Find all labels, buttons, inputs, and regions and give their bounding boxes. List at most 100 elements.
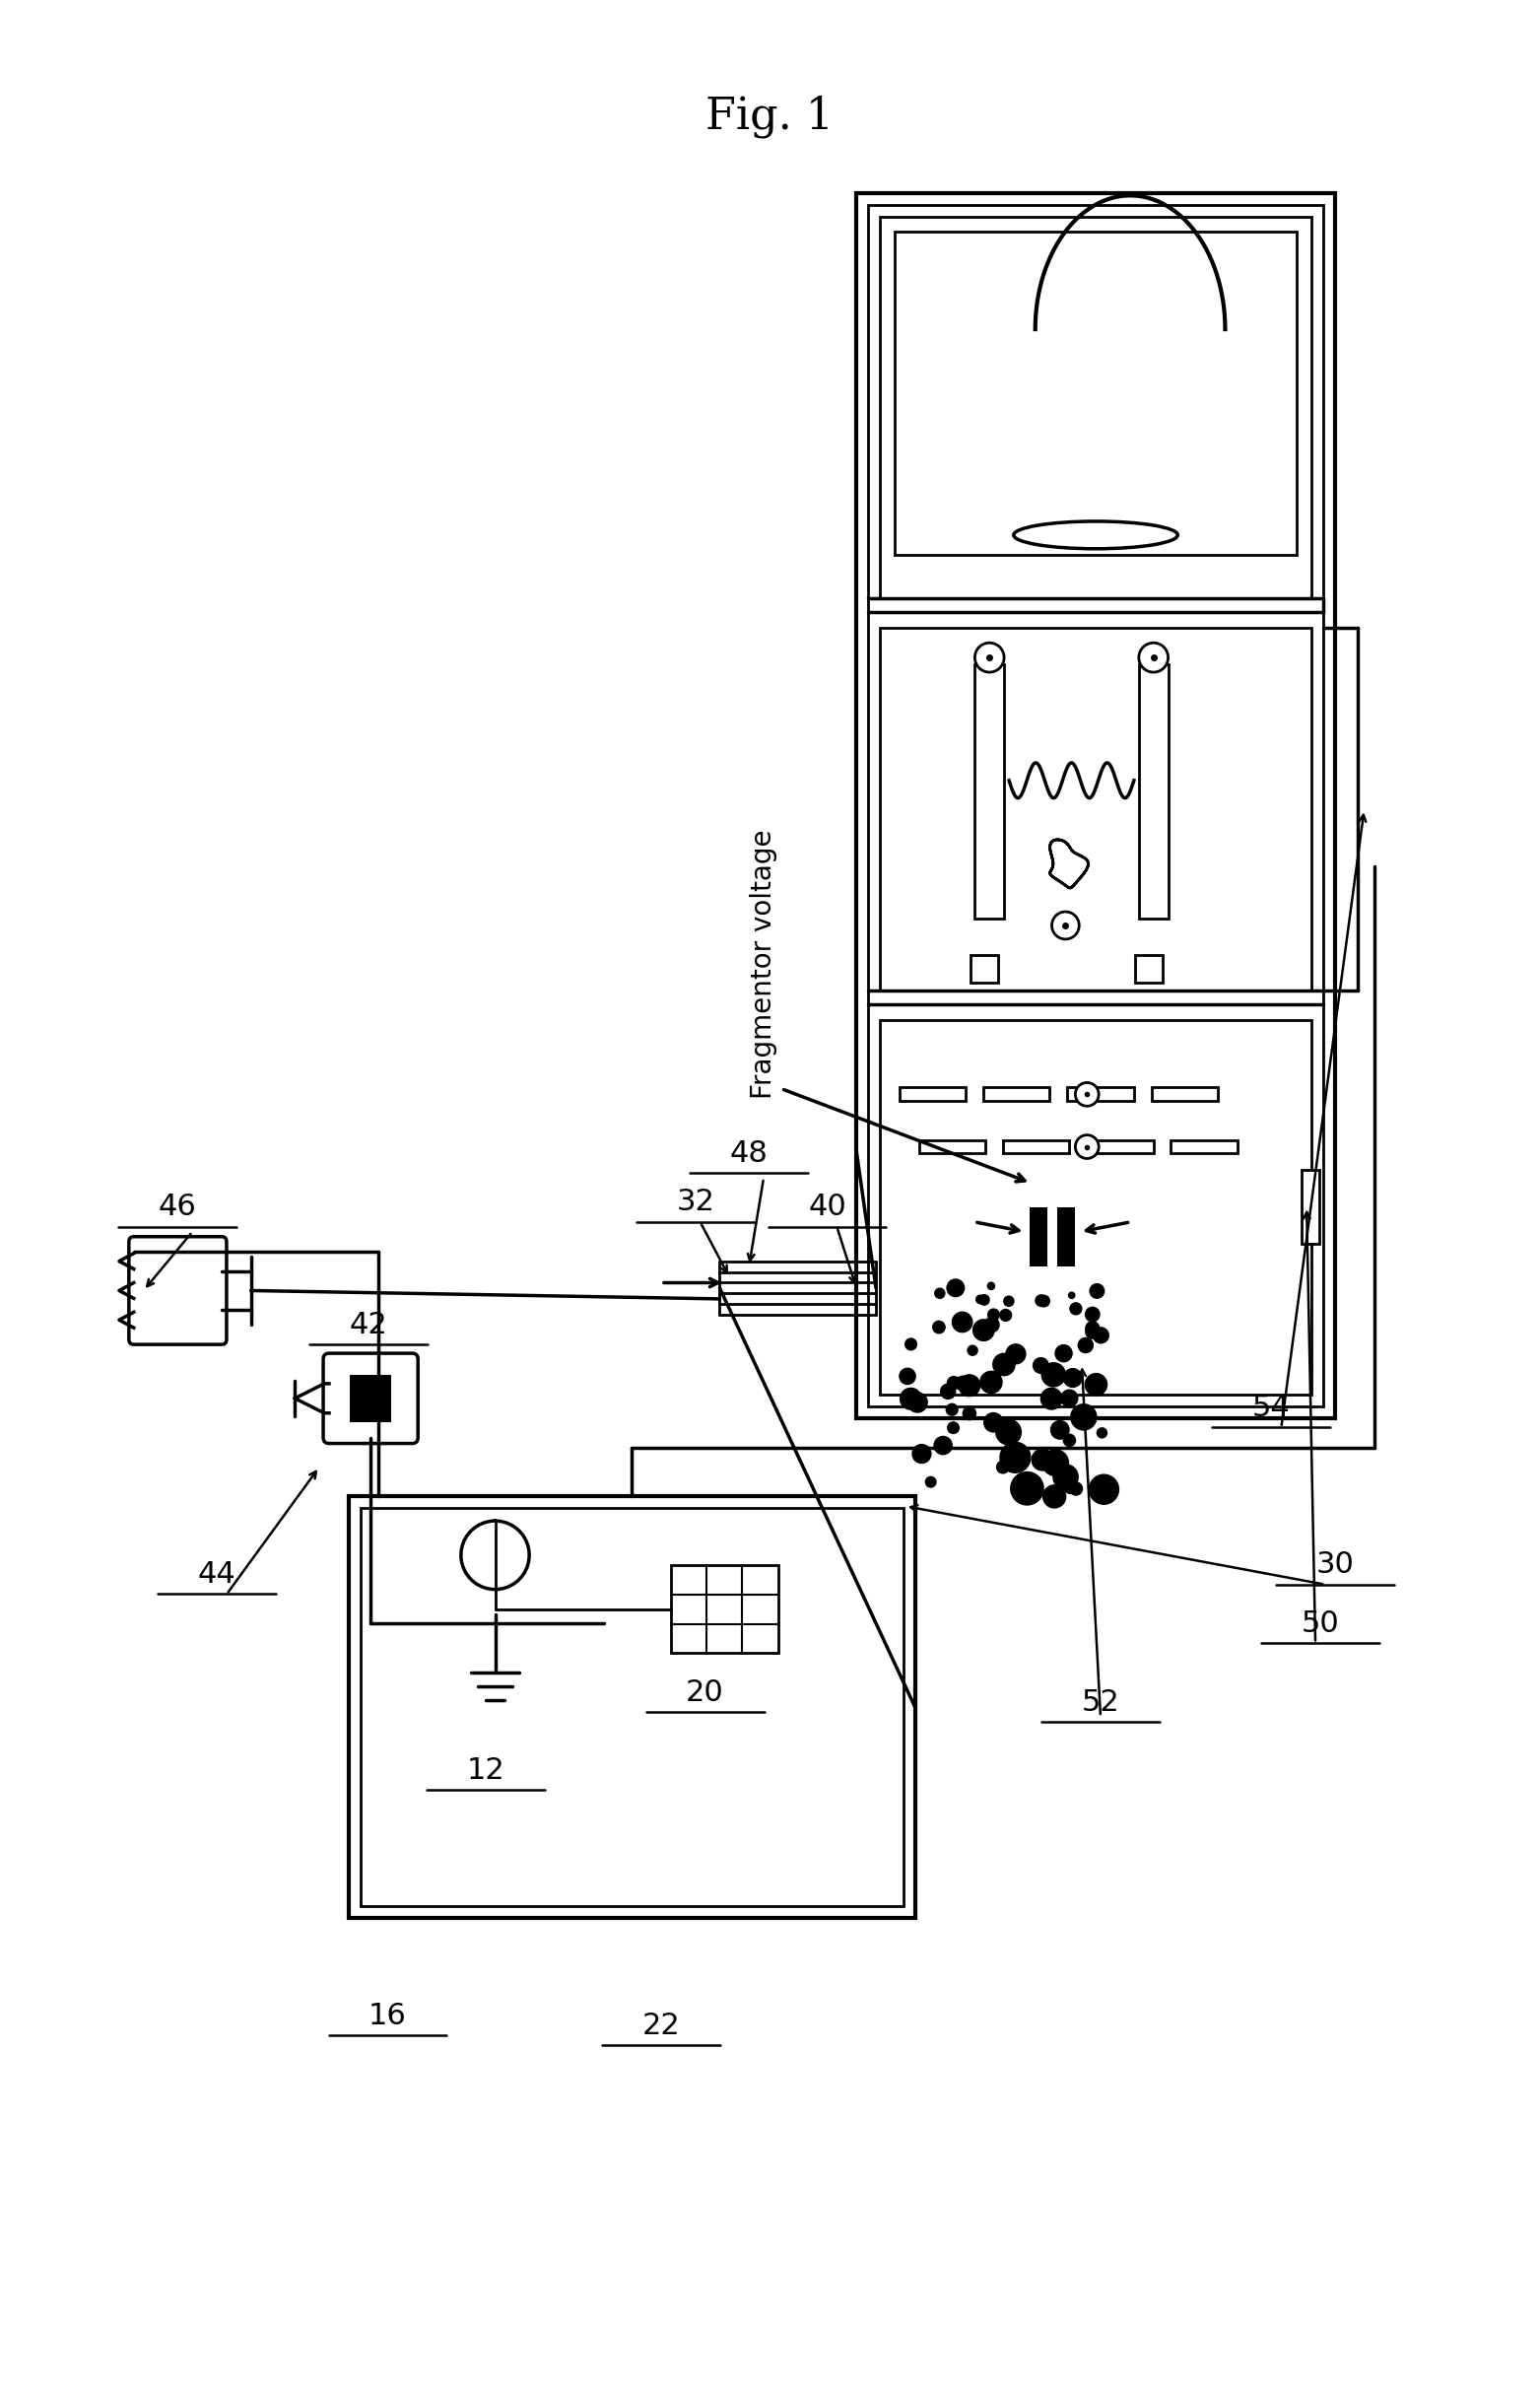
Circle shape: [933, 1320, 946, 1332]
Bar: [899, 1088, 966, 1100]
Bar: [1135, 954, 1163, 983]
Bar: [919, 1141, 986, 1153]
Ellipse shape: [1013, 521, 1178, 548]
Circle shape: [967, 1344, 978, 1356]
Bar: [1058, 1208, 1075, 1265]
Text: 42: 42: [350, 1311, 387, 1340]
Circle shape: [958, 1375, 979, 1397]
Bar: [1140, 665, 1169, 919]
Text: 50: 50: [1301, 1610, 1340, 1639]
Circle shape: [1075, 1084, 1098, 1105]
Circle shape: [1043, 1450, 1069, 1476]
Bar: [879, 1019, 1312, 1395]
Text: 12: 12: [467, 1756, 505, 1784]
Circle shape: [907, 1392, 927, 1411]
Text: Fig. 1: Fig. 1: [705, 96, 833, 139]
Bar: [869, 206, 1323, 1406]
Circle shape: [1090, 1285, 1104, 1299]
Circle shape: [1038, 1296, 1050, 1306]
FancyBboxPatch shape: [129, 1237, 226, 1344]
Text: 32: 32: [676, 1189, 715, 1218]
Circle shape: [1047, 1462, 1060, 1473]
Circle shape: [1004, 1296, 1013, 1306]
Circle shape: [993, 1354, 1015, 1375]
Circle shape: [1089, 1473, 1118, 1505]
Bar: [879, 218, 1312, 598]
Circle shape: [1093, 1328, 1109, 1344]
Circle shape: [901, 1387, 921, 1409]
Circle shape: [926, 1476, 936, 1488]
Bar: [895, 232, 1297, 555]
FancyBboxPatch shape: [323, 1354, 417, 1442]
Circle shape: [999, 1442, 1030, 1473]
Circle shape: [979, 1294, 989, 1306]
Circle shape: [975, 643, 1004, 672]
Text: 48: 48: [730, 1139, 768, 1167]
Circle shape: [1010, 1471, 1044, 1505]
Circle shape: [962, 1406, 976, 1421]
Circle shape: [947, 1375, 959, 1390]
Circle shape: [1086, 1325, 1100, 1340]
Bar: [348, 1497, 915, 1918]
Circle shape: [1096, 1428, 1107, 1438]
Circle shape: [906, 1340, 916, 1349]
Circle shape: [976, 1294, 984, 1304]
Circle shape: [1061, 1390, 1078, 1406]
Circle shape: [996, 1462, 1009, 1473]
Circle shape: [1035, 1294, 1047, 1306]
Circle shape: [941, 1385, 955, 1399]
Circle shape: [987, 1308, 999, 1320]
Circle shape: [899, 1368, 915, 1385]
Bar: [975, 665, 1004, 919]
Text: 46: 46: [159, 1194, 197, 1222]
Circle shape: [1053, 1464, 1078, 1490]
Circle shape: [912, 1445, 932, 1464]
Bar: [1170, 1141, 1237, 1153]
Circle shape: [1086, 1373, 1107, 1395]
Text: Fragmentor voltage: Fragmentor voltage: [750, 830, 778, 1098]
Circle shape: [1052, 911, 1080, 940]
Bar: [879, 629, 1312, 990]
Bar: [360, 1507, 904, 1906]
Circle shape: [1032, 1450, 1053, 1471]
Circle shape: [946, 1404, 958, 1416]
Bar: [970, 954, 998, 983]
Bar: [1301, 1170, 1320, 1244]
Bar: [671, 1564, 778, 1653]
Circle shape: [947, 1280, 964, 1296]
Circle shape: [987, 1282, 995, 1289]
Circle shape: [1064, 1368, 1083, 1387]
Bar: [350, 1375, 391, 1421]
Bar: [1067, 1088, 1133, 1100]
Text: 22: 22: [642, 2012, 681, 2040]
Text: 44: 44: [197, 1560, 236, 1588]
Circle shape: [935, 1438, 952, 1454]
Circle shape: [1078, 1337, 1093, 1354]
Circle shape: [973, 1320, 995, 1342]
Circle shape: [984, 1318, 999, 1332]
Circle shape: [979, 1371, 1003, 1392]
Circle shape: [1061, 1466, 1072, 1476]
Text: 20: 20: [685, 1679, 724, 1705]
Circle shape: [1064, 1435, 1075, 1447]
Circle shape: [955, 1375, 970, 1390]
Circle shape: [1070, 1304, 1081, 1316]
Circle shape: [1075, 1134, 1098, 1158]
Circle shape: [1069, 1483, 1083, 1495]
Bar: [1003, 1141, 1069, 1153]
Circle shape: [1041, 1387, 1063, 1409]
Circle shape: [1140, 643, 1169, 672]
Circle shape: [947, 1423, 959, 1433]
Text: 30: 30: [1315, 1550, 1354, 1579]
Circle shape: [1086, 1320, 1100, 1335]
Bar: [984, 1088, 1050, 1100]
Text: 40: 40: [809, 1194, 845, 1222]
Bar: [1030, 1208, 1047, 1265]
Text: 16: 16: [368, 2002, 407, 2031]
Circle shape: [984, 1414, 1003, 1433]
Circle shape: [1050, 1421, 1069, 1440]
Circle shape: [1069, 1292, 1075, 1299]
Circle shape: [1055, 1344, 1072, 1361]
Bar: [1087, 1141, 1153, 1153]
Circle shape: [1006, 1344, 1026, 1363]
